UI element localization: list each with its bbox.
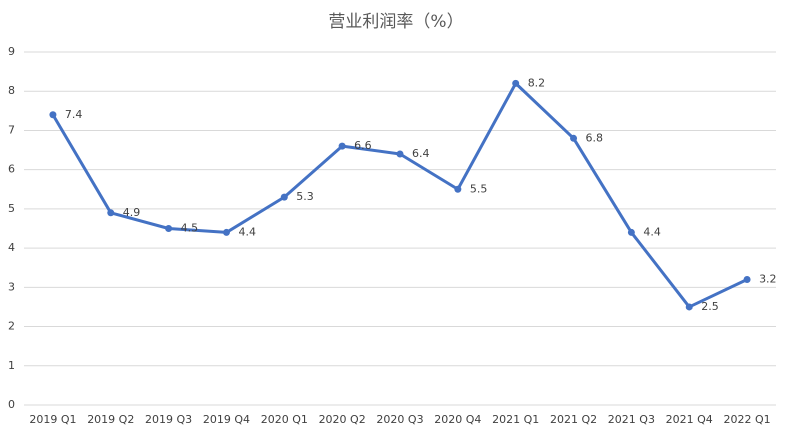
chart-title: 营业利润率（%）: [328, 12, 463, 32]
data-label: 4.4: [643, 225, 661, 238]
data-point: [107, 209, 115, 217]
x-tick-label: 2021 Q3: [608, 413, 655, 426]
x-tick-label: 2021 Q4: [666, 413, 713, 426]
data-label: 7.4: [65, 108, 83, 121]
data-label: 6.4: [412, 147, 430, 160]
x-tick-label: 2019 Q1: [29, 413, 76, 426]
data-point: [396, 150, 404, 158]
data-point: [627, 228, 635, 236]
data-point: [570, 134, 578, 142]
data-label: 6.8: [586, 131, 604, 144]
data-point: [222, 228, 230, 236]
data-label: 4.4: [238, 225, 256, 238]
y-tick-label: 5: [8, 202, 15, 215]
y-tick-label: 7: [8, 123, 15, 136]
data-label: 5.3: [296, 190, 314, 203]
x-tick-label: 2021 Q2: [550, 413, 597, 426]
x-tick-label: 2019 Q2: [87, 413, 134, 426]
data-label: 2.5: [701, 300, 719, 313]
data-point: [454, 185, 462, 193]
data-label: 4.5: [181, 222, 199, 235]
x-tick-label: 2022 Q1: [723, 413, 770, 426]
y-tick-label: 4: [8, 241, 15, 254]
data-label: 6.6: [354, 139, 372, 152]
x-tick-label: 2020 Q4: [434, 413, 481, 426]
y-tick-label: 9: [8, 45, 15, 58]
data-point: [743, 275, 751, 283]
x-tick-label: 2019 Q4: [203, 413, 250, 426]
x-tick-label: 2020 Q1: [261, 413, 308, 426]
y-tick-label: 0: [8, 398, 15, 411]
y-tick-label: 6: [8, 163, 15, 176]
data-point: [49, 111, 57, 119]
data-point: [280, 193, 288, 201]
data-point: [685, 303, 693, 311]
data-label: 8.2: [528, 76, 546, 89]
y-tick-label: 2: [8, 320, 15, 333]
x-tick-label: 2021 Q1: [492, 413, 539, 426]
data-label: 3.2: [759, 272, 777, 285]
x-tick-label: 2019 Q3: [145, 413, 192, 426]
x-tick-label: 2020 Q2: [319, 413, 366, 426]
x-tick-label: 2020 Q3: [376, 413, 423, 426]
data-point: [338, 142, 346, 150]
series-line: [51, 81, 748, 309]
data-label: 4.9: [123, 206, 140, 219]
y-tick-label: 3: [8, 280, 15, 293]
y-tick-label: 8: [8, 84, 15, 97]
data-label: 5.5: [470, 182, 488, 195]
data-point: [165, 225, 173, 232]
data-point: [512, 79, 520, 87]
y-tick-label: 1: [8, 359, 15, 372]
